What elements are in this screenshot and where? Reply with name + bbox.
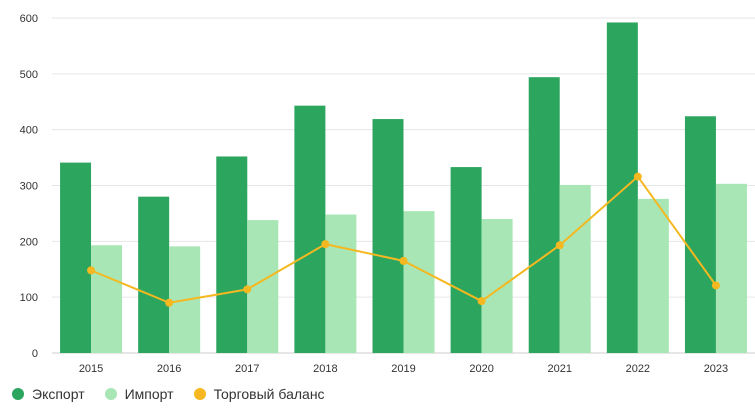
legend-item-balance[interactable]: Торговый баланс bbox=[193, 386, 325, 402]
bar-export bbox=[138, 196, 170, 353]
point-balance bbox=[477, 297, 486, 306]
x-tick-label: 2016 bbox=[157, 363, 181, 375]
bar-import bbox=[91, 245, 123, 353]
bar-export bbox=[528, 77, 560, 353]
legend-item-import[interactable]: Импорт bbox=[104, 386, 174, 402]
point-balance bbox=[87, 266, 96, 275]
legend-label-balance: Торговый баланс bbox=[213, 386, 325, 402]
bar-export bbox=[60, 162, 92, 353]
y-tick-label: 0 bbox=[32, 348, 38, 360]
y-tick-label: 100 bbox=[20, 292, 38, 304]
point-balance bbox=[321, 240, 330, 249]
point-balance bbox=[555, 241, 564, 250]
x-tick-label: 2017 bbox=[235, 363, 259, 375]
bar-import bbox=[403, 211, 435, 353]
point-balance bbox=[633, 172, 642, 181]
point-balance bbox=[399, 256, 408, 265]
bar-import bbox=[637, 198, 669, 353]
x-tick-label: 2018 bbox=[313, 363, 337, 375]
legend-swatch-balance bbox=[193, 388, 206, 400]
x-tick-label: 2015 bbox=[79, 363, 103, 375]
legend-item-export[interactable]: Экспорт bbox=[12, 386, 85, 402]
bar-export bbox=[684, 116, 716, 354]
point-balance bbox=[711, 281, 720, 290]
x-tick-label: 2019 bbox=[391, 363, 415, 375]
bar-export bbox=[294, 105, 326, 354]
legend-swatch-export bbox=[12, 388, 24, 400]
y-tick-label: 500 bbox=[20, 69, 38, 81]
legend: Экспорт Импорт Торговый баланс bbox=[12, 386, 325, 402]
x-tick-label: 2023 bbox=[704, 363, 728, 375]
x-tick-label: 2022 bbox=[626, 363, 650, 375]
point-balance bbox=[165, 298, 174, 307]
bar-export bbox=[372, 119, 404, 353]
point-balance bbox=[243, 285, 252, 294]
bar-export bbox=[450, 167, 482, 353]
legend-swatch-import bbox=[104, 388, 117, 400]
y-tick-label: 200 bbox=[20, 236, 38, 248]
bar-import bbox=[559, 184, 591, 353]
legend-label-export: Экспорт bbox=[32, 386, 85, 402]
y-tick-label: 300 bbox=[20, 181, 38, 193]
x-tick-label: 2020 bbox=[469, 363, 493, 375]
y-tick-label: 600 bbox=[20, 13, 38, 25]
bar-import bbox=[325, 214, 357, 353]
bar-import bbox=[481, 219, 513, 353]
bar-export bbox=[216, 156, 248, 353]
y-tick-label: 400 bbox=[20, 125, 38, 137]
bar-import bbox=[715, 183, 747, 353]
bar-export bbox=[606, 22, 638, 353]
x-tick-label: 2021 bbox=[547, 363, 571, 375]
legend-label-import: Импорт bbox=[124, 386, 174, 402]
